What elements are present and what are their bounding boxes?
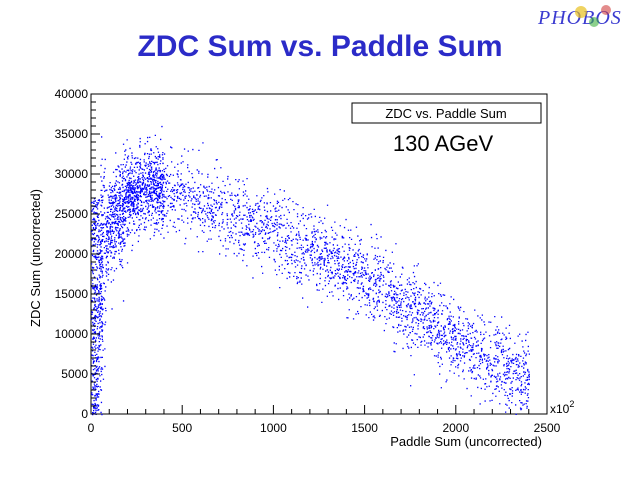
scatter-points bbox=[91, 125, 530, 416]
y-tick-label: 30000 bbox=[55, 167, 89, 181]
y-tick-label: 35000 bbox=[55, 127, 89, 141]
y-tick-label: 5000 bbox=[61, 367, 88, 381]
x-exponent: x102 bbox=[550, 399, 574, 416]
logo-text: PHOBOS bbox=[537, 7, 622, 29]
x-tick-label: 1000 bbox=[260, 421, 287, 435]
legend-title: ZDC vs. Paddle Sum bbox=[385, 106, 506, 121]
x-axis-title: Paddle Sum (uncorrected) bbox=[390, 434, 542, 449]
x-tick-label: 1500 bbox=[351, 421, 378, 435]
y-tick-label: 15000 bbox=[55, 287, 89, 301]
ticks-layer: 0 500 1000 1500 2000 250005000100001500020000… bbox=[55, 87, 561, 435]
y-tick-label: 25000 bbox=[55, 207, 89, 221]
x-tick-label: 2000 bbox=[442, 421, 469, 435]
y-tick-label: 0 bbox=[81, 407, 88, 421]
y-axis-title: ZDC Sum (uncorrected) bbox=[28, 189, 43, 327]
legend-box: ZDC vs. Paddle Sum bbox=[351, 102, 542, 124]
page-title: ZDC Sum vs. Paddle Sum bbox=[137, 30, 503, 63]
y-tick-label: 10000 bbox=[55, 327, 89, 341]
x-tick-label: 500 bbox=[172, 421, 192, 435]
energy-annotation: 130 AGeV bbox=[393, 131, 494, 156]
points-layer bbox=[91, 125, 530, 416]
x-tick-label: 0 bbox=[88, 421, 95, 435]
y-tick-label: 40000 bbox=[55, 87, 89, 101]
phobos-logo: PHOBOS bbox=[537, 5, 622, 29]
y-tick-label: 20000 bbox=[55, 247, 89, 261]
x-tick-label: 2500 bbox=[534, 421, 561, 435]
